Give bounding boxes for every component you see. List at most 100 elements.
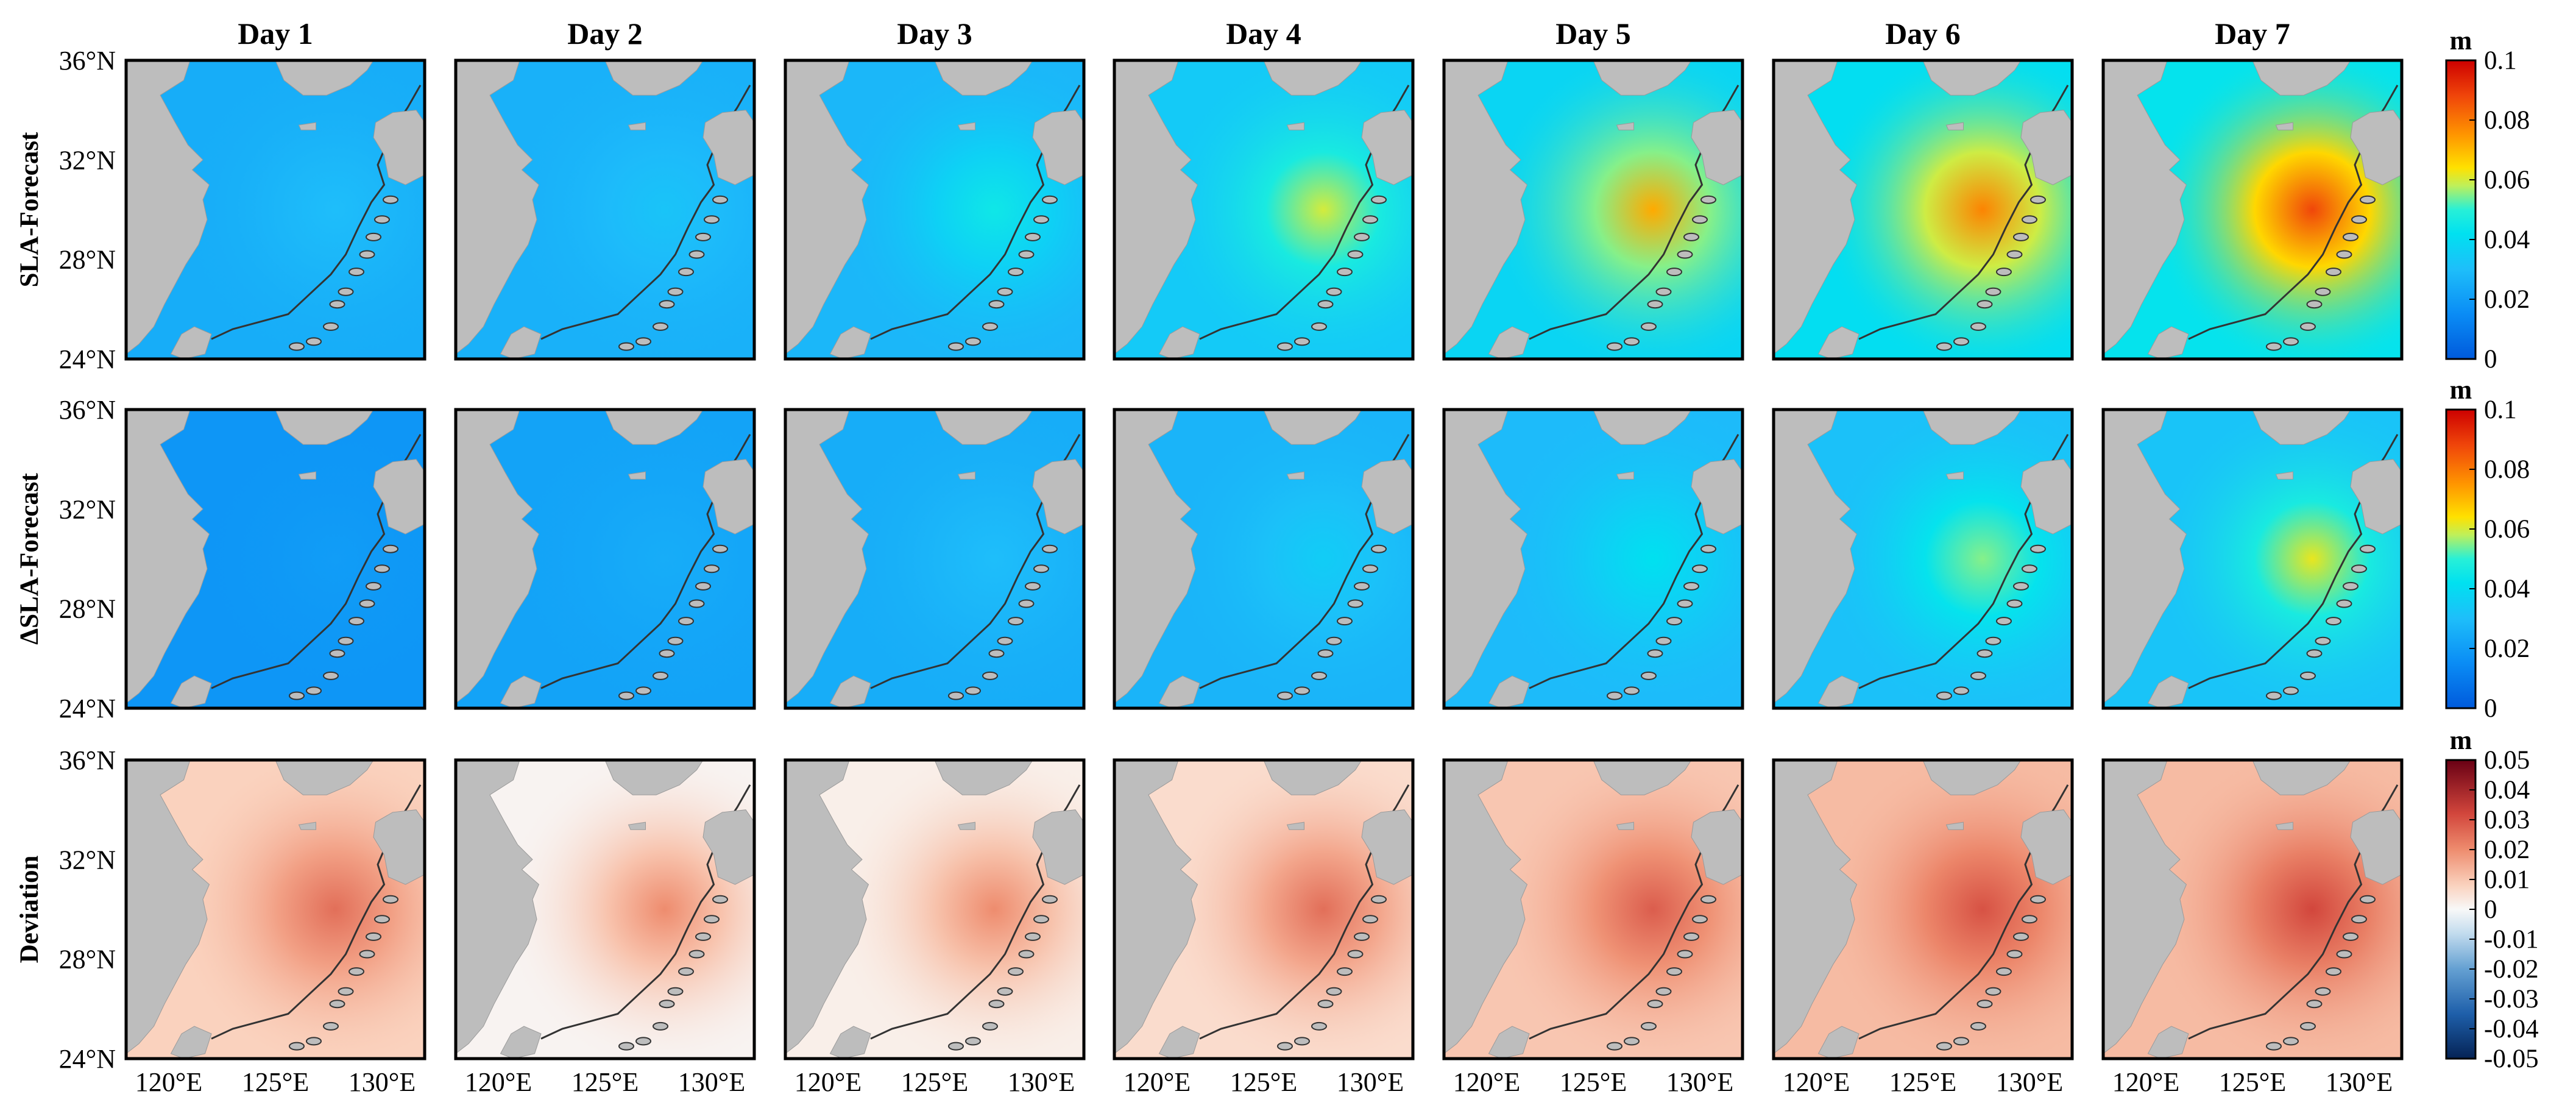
land-mass — [934, 760, 1033, 795]
lon-tick-label: 125°E — [571, 1067, 639, 1097]
island — [366, 581, 381, 591]
land-mass — [2103, 60, 2187, 355]
island — [948, 1042, 964, 1051]
island — [338, 987, 354, 996]
land-mass — [1286, 822, 1304, 830]
colorbar-tick-label: 0.1 — [2484, 46, 2517, 75]
island — [1976, 649, 1993, 658]
island — [2266, 691, 2282, 700]
island — [1317, 649, 1334, 658]
land-mass — [2147, 1026, 2189, 1059]
island — [2336, 250, 2352, 259]
island — [1953, 337, 1969, 346]
map-panel — [454, 408, 756, 710]
island — [1347, 599, 1364, 608]
land-mass — [500, 675, 542, 708]
column-title: Day 7 — [2215, 16, 2290, 51]
lon-tick-label: 130°E — [349, 1067, 416, 1097]
land-mass — [628, 471, 646, 480]
lat-tick-label: 32°N — [59, 845, 116, 875]
land-mass — [934, 410, 1033, 445]
map-panel — [2101, 408, 2404, 710]
island — [982, 671, 998, 680]
island — [2360, 895, 2376, 904]
island — [1700, 544, 1716, 553]
island — [695, 581, 711, 591]
map-panel — [454, 59, 756, 361]
panel-frame — [1113, 59, 1415, 361]
land-mass — [2252, 760, 2351, 795]
island — [359, 599, 375, 608]
island — [2326, 268, 2341, 277]
island — [1042, 195, 1058, 204]
island — [1317, 1000, 1334, 1009]
map-panel — [1442, 758, 1744, 1060]
lon-tick-label: 125°E — [2219, 1067, 2286, 1097]
map-panel — [1772, 408, 2074, 710]
island — [1677, 599, 1693, 608]
land-mass — [1817, 675, 1859, 708]
island — [1970, 322, 1986, 331]
land-mass — [170, 1026, 212, 1059]
panel-frame — [124, 408, 426, 710]
land-mass — [829, 675, 871, 708]
island — [1655, 287, 1672, 296]
island — [1337, 268, 1353, 277]
land-mass — [1286, 471, 1304, 480]
island — [635, 686, 651, 695]
island — [1354, 932, 1370, 941]
land-mass — [2350, 110, 2402, 185]
land-mass — [275, 410, 374, 445]
land-mass — [1616, 122, 1634, 130]
land-mass — [1593, 60, 1692, 96]
island — [1666, 967, 1682, 976]
island — [1347, 950, 1364, 959]
island — [2306, 1000, 2323, 1009]
island — [329, 1000, 345, 1009]
lat-tick-label: 36°N — [59, 395, 116, 425]
island — [1666, 617, 1682, 626]
map-panel — [784, 59, 1086, 361]
panel-frame — [124, 59, 426, 361]
island — [659, 300, 675, 309]
colorbar-tick-label: 0.02 — [2484, 285, 2530, 314]
colorbar — [2445, 408, 2477, 709]
map-panel — [1442, 59, 1744, 361]
island — [704, 215, 720, 224]
island — [1025, 232, 1041, 241]
island — [653, 671, 668, 680]
island — [2300, 322, 2316, 331]
land-mass — [170, 675, 212, 708]
island — [2343, 581, 2358, 591]
island — [1008, 967, 1024, 976]
island — [2306, 300, 2323, 309]
island — [2343, 232, 2358, 241]
island — [618, 691, 634, 700]
land-mass — [2020, 809, 2072, 885]
land-mass — [1616, 822, 1634, 830]
land-mass — [1922, 60, 2022, 96]
panel-frame — [784, 59, 1086, 361]
island — [1008, 617, 1024, 626]
land-mass — [1361, 809, 1413, 885]
lon-tick-label: 125°E — [1230, 1067, 1297, 1097]
colorbar-tick-label: 0.02 — [2484, 836, 2530, 864]
land-mass — [1158, 326, 1200, 359]
colorbar-tick-label: 0.04 — [2484, 226, 2530, 254]
island — [1311, 671, 1327, 680]
island — [366, 232, 381, 241]
island — [948, 342, 964, 351]
land-mass — [628, 122, 646, 130]
land-mass — [1593, 760, 1692, 795]
land-mass — [2020, 110, 2072, 185]
island — [1647, 649, 1663, 658]
island — [988, 649, 1005, 658]
land-mass — [2020, 459, 2072, 534]
colorbar-tick-label: 0.06 — [2484, 515, 2530, 544]
island — [1294, 686, 1310, 695]
island — [374, 215, 390, 224]
land-mass — [1691, 809, 1743, 885]
island — [2022, 215, 2037, 224]
panel-frame — [1772, 408, 2074, 710]
island — [2013, 581, 2029, 591]
